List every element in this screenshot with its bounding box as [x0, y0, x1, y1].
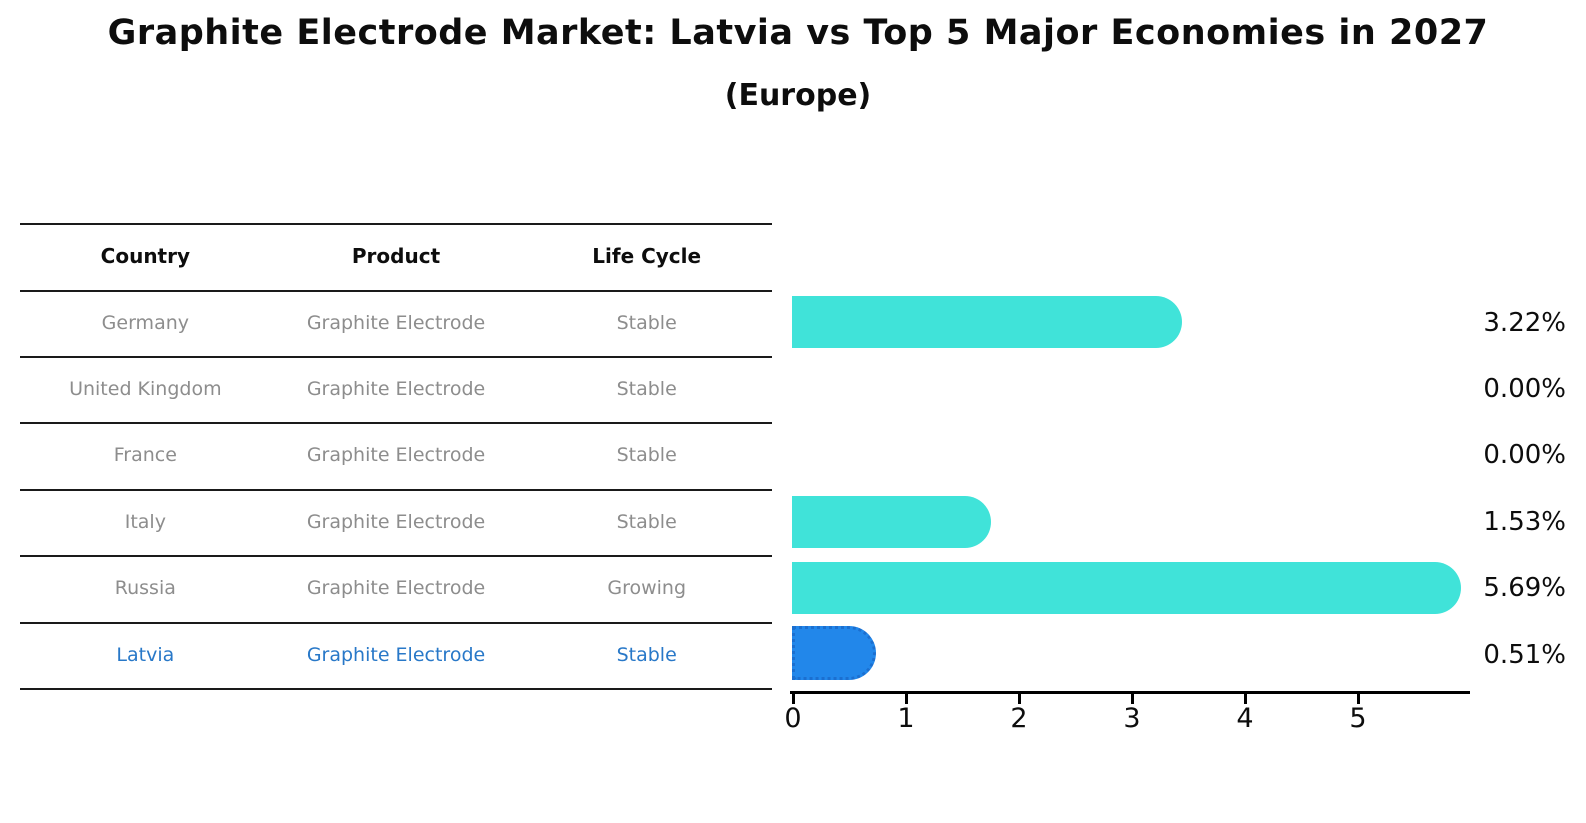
bar-latvia-highlighted — [792, 626, 876, 680]
x-axis-line — [790, 691, 1470, 694]
table-row-italy: Italy Graphite Electrode Stable — [20, 489, 772, 555]
x-tick-label-4: 4 — [1236, 703, 1254, 734]
bar-plot: 3.22% 0.00% 0.00% 1.53% 5.69% 0.51% 0 1 … — [784, 0, 1586, 823]
bar-russia — [792, 562, 1461, 614]
life-cycle-cell: Stable — [616, 378, 677, 400]
table-rule — [20, 555, 772, 557]
country-cell: France — [113, 444, 177, 466]
country-cell: Germany — [101, 312, 189, 334]
product-cell: Graphite Electrode — [306, 444, 486, 466]
chart-subtitle: (Europe) — [724, 78, 872, 113]
bar-germany — [792, 296, 1182, 348]
table-rule — [20, 489, 772, 491]
life-cycle-cell: Growing — [607, 577, 687, 599]
x-axis-tick — [1131, 691, 1134, 704]
x-tick-label-3: 3 — [1123, 703, 1141, 734]
product-cell: Graphite Electrode — [306, 511, 486, 533]
life-cycle-cell: Stable — [616, 511, 677, 533]
x-axis-tick — [1018, 691, 1021, 704]
product-cell: Graphite Electrode — [306, 644, 486, 666]
life-cycle-cell: Stable — [616, 444, 677, 466]
value-label-latvia: 0.51% — [1483, 640, 1566, 670]
country-cell: Italy — [124, 511, 166, 533]
x-tick-label-0: 0 — [784, 703, 802, 734]
table-rule — [20, 223, 772, 225]
life-cycle-cell: Stable — [616, 312, 677, 334]
x-axis-tick — [905, 691, 908, 704]
table-rule — [20, 622, 772, 624]
x-axis-tick — [1244, 691, 1247, 704]
table-row-latvia-highlighted: Latvia Graphite Electrode Stable — [20, 622, 772, 688]
chart-title: Graphite Electrode Market: Latvia vs Top… — [107, 13, 1489, 53]
header-life-cycle: Life Cycle — [592, 244, 702, 268]
value-label-united-kingdom: 0.00% — [1483, 374, 1566, 404]
x-tick-label-5: 5 — [1349, 703, 1367, 734]
table-header-row: Country Product Life Cycle — [20, 223, 772, 290]
x-axis-tick — [1357, 691, 1360, 704]
life-cycle-cell: Stable — [616, 644, 677, 666]
value-label-russia: 5.69% — [1483, 573, 1566, 603]
table-row-united-kingdom: United Kingdom Graphite Electrode Stable — [20, 356, 772, 422]
x-tick-label-1: 1 — [897, 703, 915, 734]
table-rule — [20, 422, 772, 424]
bar-italy — [792, 496, 991, 548]
table-rule — [20, 688, 772, 690]
value-label-germany: 3.22% — [1483, 308, 1566, 338]
table-row-germany: Germany Graphite Electrode Stable — [20, 290, 772, 356]
x-axis-tick — [792, 691, 795, 704]
country-table: Country Product Life Cycle Germany Graph… — [20, 0, 772, 700]
product-cell: Graphite Electrode — [306, 312, 486, 334]
table-row-france: France Graphite Electrode Stable — [20, 422, 772, 488]
table-row-russia: Russia Graphite Electrode Growing — [20, 555, 772, 621]
country-cell: United Kingdom — [69, 378, 222, 400]
x-tick-label-2: 2 — [1010, 703, 1028, 734]
header-country: Country — [100, 244, 191, 268]
product-cell: Graphite Electrode — [306, 378, 486, 400]
header-product: Product — [351, 244, 441, 268]
table-rule — [20, 356, 772, 358]
table-rule — [20, 290, 772, 292]
country-cell: Latvia — [116, 644, 175, 666]
value-label-france: 0.00% — [1483, 440, 1566, 470]
value-label-italy: 1.53% — [1483, 507, 1566, 537]
product-cell: Graphite Electrode — [306, 577, 486, 599]
country-cell: Russia — [114, 577, 176, 599]
